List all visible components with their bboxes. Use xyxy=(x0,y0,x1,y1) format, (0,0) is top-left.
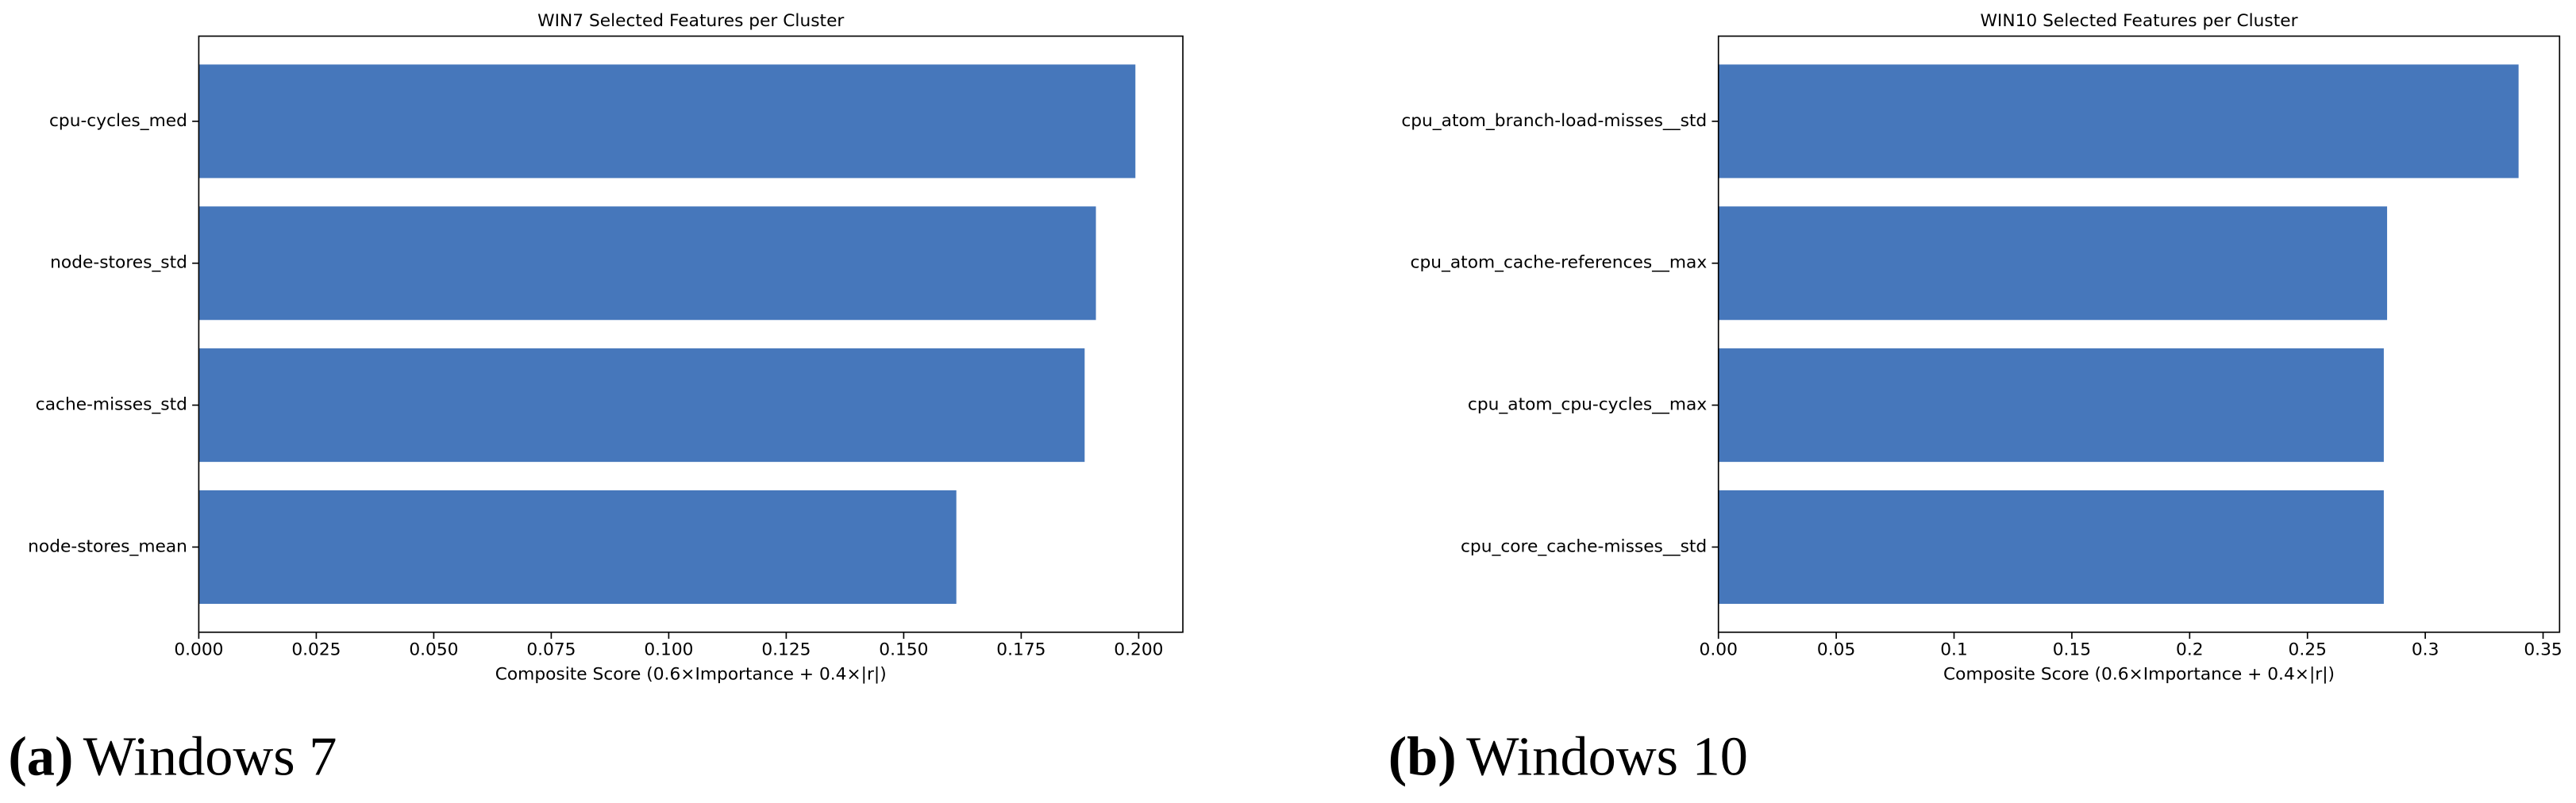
x-tick-label: 0.2 xyxy=(2176,640,2204,660)
bar xyxy=(1718,348,2384,463)
axes-frame xyxy=(1717,35,2561,633)
x-tick-label: 0.15 xyxy=(2053,640,2091,660)
bar xyxy=(198,490,957,604)
y-tick-label: cpu_core_cache-misses__std xyxy=(1461,536,1707,556)
y-tick-label: cpu_atom_cache-references__max xyxy=(1411,253,1708,273)
axes-frame xyxy=(198,35,1184,633)
x-tick-label: 0.35 xyxy=(2524,640,2562,660)
y-tick-label: cache-misses_std xyxy=(36,395,187,415)
bar xyxy=(198,206,1096,321)
x-tick-label: 0.100 xyxy=(644,640,693,660)
y-tick-label: cpu_atom_cpu-cycles__max xyxy=(1468,395,1707,415)
chart-title: WIN7 Selected Features per Cluster xyxy=(537,11,844,31)
caption: (a) Windows 7 xyxy=(8,725,337,787)
y-tick-label: node-stores_std xyxy=(50,253,187,273)
y-tick-label: node-stores_mean xyxy=(28,536,187,556)
x-tick-label: 0.05 xyxy=(1817,640,1855,660)
x-tick-label: 0.200 xyxy=(1114,640,1163,660)
x-tick-label: 0.050 xyxy=(409,640,458,660)
bar xyxy=(198,348,1085,463)
chart-title: WIN10 Selected Features per Cluster xyxy=(1980,11,2297,31)
bar xyxy=(1718,206,2388,321)
caption: (b) Windows 10 xyxy=(1388,725,1748,787)
x-axis-label: Composite Score (0.6×Importance + 0.4×|r… xyxy=(1943,665,2335,685)
x-tick-label: 0.000 xyxy=(174,640,223,660)
caption-label: (a) xyxy=(8,725,73,787)
x-tick-label: 0.150 xyxy=(879,640,928,660)
bar xyxy=(1718,490,2384,604)
x-axis-label: Composite Score (0.6×Importance + 0.4×|r… xyxy=(495,665,887,685)
bar xyxy=(198,64,1136,179)
x-tick-label: 0.175 xyxy=(996,640,1045,660)
x-tick-label: 0.3 xyxy=(2412,640,2439,660)
bar xyxy=(1718,64,2519,179)
x-tick-label: 0.025 xyxy=(291,640,341,660)
y-tick-label: cpu_atom_branch-load-misses__std xyxy=(1401,111,1707,131)
x-tick-label: 0.125 xyxy=(761,640,811,660)
y-tick-label: cpu-cycles_med xyxy=(49,111,187,131)
caption-text: Windows 10 xyxy=(1466,725,1748,787)
x-tick-label: 0.075 xyxy=(526,640,576,660)
x-tick-label: 0.1 xyxy=(1940,640,1968,660)
caption-label: (b) xyxy=(1388,725,1457,787)
x-tick-label: 0.00 xyxy=(1700,640,1738,660)
caption-text: Windows 7 xyxy=(83,725,337,787)
x-tick-label: 0.25 xyxy=(2289,640,2327,660)
